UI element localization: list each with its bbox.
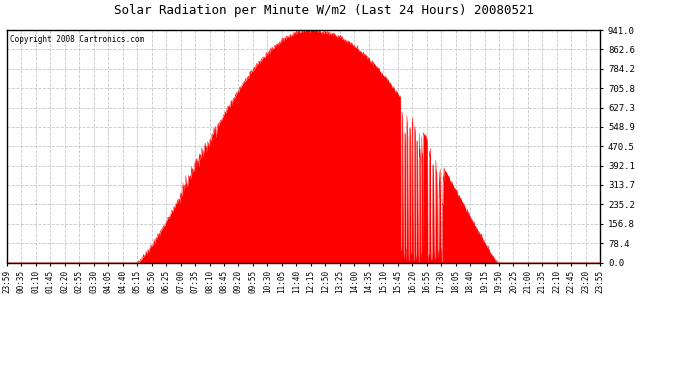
Text: Copyright 2008 Cartronics.com: Copyright 2008 Cartronics.com: [10, 34, 144, 44]
Text: Solar Radiation per Minute W/m2 (Last 24 Hours) 20080521: Solar Radiation per Minute W/m2 (Last 24…: [115, 4, 534, 17]
